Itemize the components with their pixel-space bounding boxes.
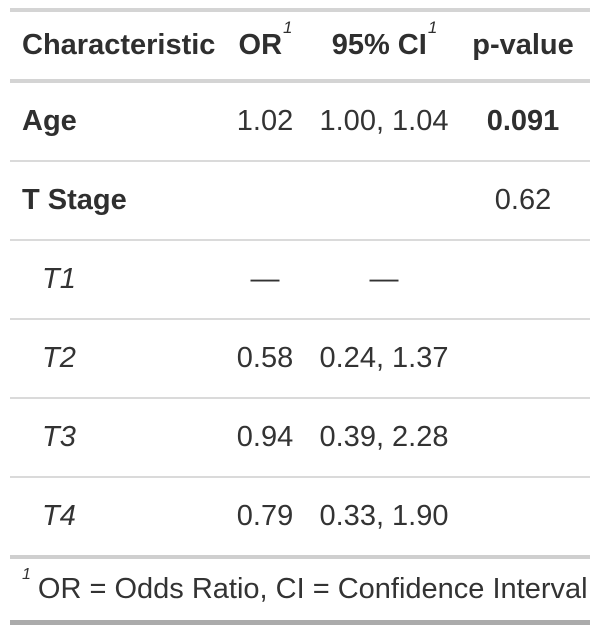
column-header-characteristic: Characteristic (10, 10, 218, 83)
header-row: Characteristic OR1 95% CI1 p-value (10, 10, 590, 83)
or-value: — (218, 239, 312, 319)
p-value (456, 476, 590, 557)
or-value: 0.58 (218, 318, 312, 398)
row-label: Age (22, 105, 77, 137)
ci-value: 0.33, 1.90 (312, 476, 456, 557)
table-row-t3: T3 0.94 0.39, 2.28 (10, 397, 590, 477)
column-header-label: 95% CI (331, 29, 427, 61)
column-header-label: p-value (472, 29, 574, 61)
ci-value: 0.24, 1.37 (312, 318, 456, 398)
p-value (456, 239, 590, 319)
column-header-label: OR (238, 29, 283, 61)
footnote: 1 OR = Odds Ratio, CI = Confidence Interv… (10, 555, 590, 623)
ci-value: 0.39, 2.28 (312, 397, 456, 477)
row-label: T3 (10, 397, 218, 477)
ci-value: — (312, 239, 456, 319)
column-header-or: OR1 (218, 10, 312, 83)
p-value (456, 318, 590, 398)
or-value: 1.02 (236, 105, 294, 137)
row-label: T Stage (10, 160, 218, 240)
p-value: 0.091 (486, 105, 560, 137)
footnote-text: OR = Odds Ratio, CI = Confidence Interva… (37, 573, 588, 605)
regression-summary-table: Characteristic OR1 95% CI1 p-value Age 1… (10, 8, 590, 625)
p-value: 0.62 (456, 160, 590, 240)
or-value: 0.94 (218, 397, 312, 477)
footnote-marker: 1 (22, 566, 31, 584)
table-row-t2: T2 0.58 0.24, 1.37 (10, 318, 590, 398)
table-row-t-stage: T Stage 0.62 (10, 160, 590, 240)
column-header-ci: 95% CI1 (312, 10, 456, 83)
table-row-t1: T1 — — (10, 239, 590, 319)
table-row-t4: T4 0.79 0.33, 1.90 (10, 476, 590, 557)
p-value (456, 397, 590, 477)
footnote-marker: 1 (283, 18, 293, 38)
row-label: T1 (10, 239, 218, 319)
ci-value (312, 160, 456, 240)
or-value: 0.79 (218, 476, 312, 557)
column-header-label: Characteristic (22, 29, 216, 61)
table-row-age: Age 1.02 1.00, 1.04 0.091 (10, 81, 590, 161)
ci-value: 1.00, 1.04 (319, 105, 449, 137)
or-value (218, 160, 312, 240)
row-label: T4 (10, 476, 218, 557)
column-header-pvalue: p-value (456, 10, 590, 83)
footnote-row: 1 OR = Odds Ratio, CI = Confidence Interv… (10, 555, 590, 623)
footnote-marker: 1 (427, 18, 438, 38)
row-label: T2 (10, 318, 218, 398)
